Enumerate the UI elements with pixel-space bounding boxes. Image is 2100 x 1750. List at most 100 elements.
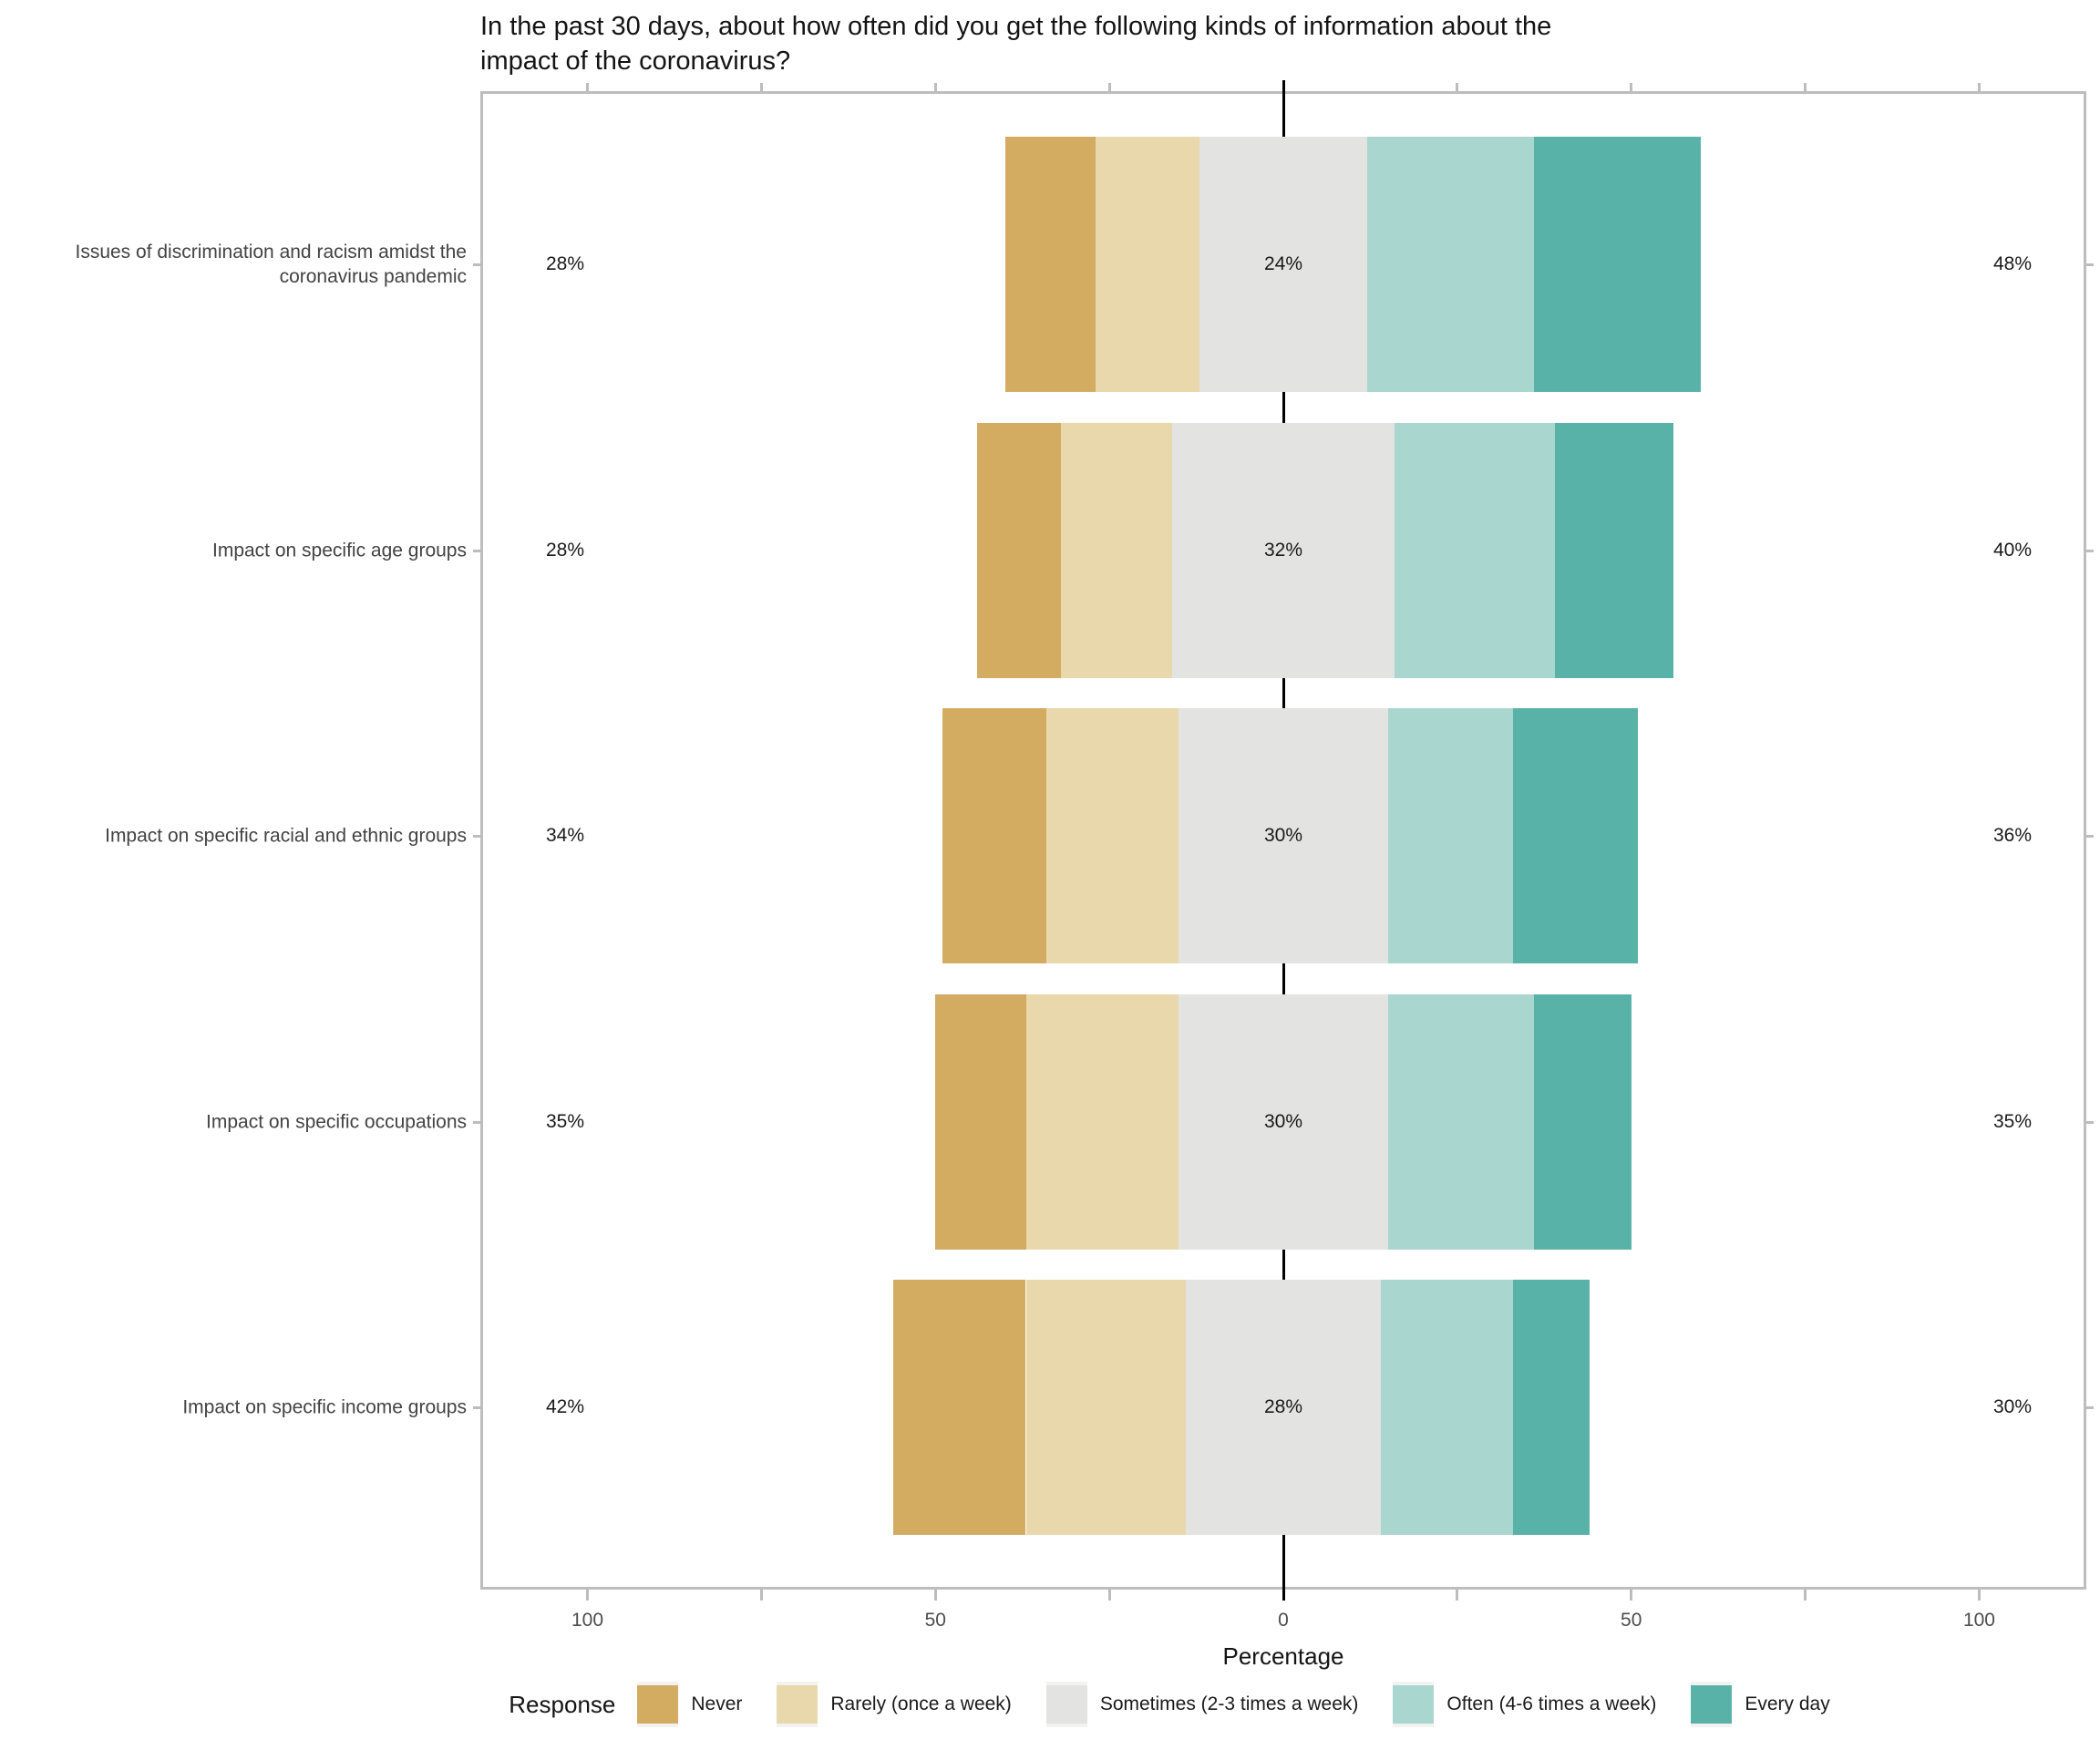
- category-label-row-3: Impact on specific racial and ethnic gro…: [105, 825, 467, 847]
- y-axis-tick-left-row-5: [473, 1405, 480, 1409]
- legend-key-background: [1393, 1682, 1435, 1727]
- x-axis-tick-label--50: 50: [924, 1610, 946, 1631]
- y-axis-tick-right-row-4: [2086, 1120, 2094, 1124]
- bar-segment-every-day-row-2: [1554, 423, 1673, 678]
- y-axis-tick-left-row-2: [473, 549, 480, 552]
- bar-segment-rarely-once-a-week-row-5: [1025, 1280, 1187, 1535]
- x-axis-tick-bottom--100: [586, 1590, 590, 1601]
- bar-segment-rarely-once-a-week-row-1: [1095, 137, 1200, 392]
- left-value-label-row-1: 28%: [545, 253, 585, 274]
- category-label-row-5: Impact on specific income groups: [182, 1396, 467, 1418]
- legend-key-often-4-6-times-a-week: Often (4-6 times a week): [1393, 1682, 1691, 1727]
- y-axis-tick-right-row-5: [2086, 1405, 2094, 1409]
- center-value-label-row-3: 30%: [1263, 825, 1303, 846]
- x-axis-tick-bottom--75: [759, 1590, 763, 1601]
- bar-segment-never-row-2: [977, 423, 1061, 678]
- legend-key-rarely-once-a-week: Rarely (once a week): [777, 1682, 1045, 1727]
- legend-key-background: [1045, 1682, 1087, 1727]
- x-axis-tick-top--25: [1107, 83, 1111, 91]
- legend: Response Never Rarely (once a week) Someti…: [273, 1681, 2100, 1728]
- chart-title: In the past 30 days, about how often did…: [480, 9, 1848, 78]
- legend-key-never: Never: [637, 1682, 777, 1727]
- y-axis-tick-right-row-2: [2086, 549, 2094, 552]
- bar-segment-often-4-6-times-a-week-row-3: [1387, 708, 1513, 963]
- legend-label-often-4-6-times-a-week: Often (4-6 times a week): [1446, 1693, 1657, 1714]
- legend-label-never: Never: [691, 1693, 743, 1714]
- legend-key-sometimes-2-3-times-a-week: Sometimes (2-3 times a week): [1045, 1682, 1394, 1727]
- y-axis-tick-left-row-4: [473, 1120, 480, 1124]
- x-axis-tick-bottom--50: [933, 1590, 937, 1601]
- x-axis-tick-top-0: [1282, 80, 1285, 94]
- x-axis-tick-top--100: [586, 83, 590, 91]
- chart-title-line-2: impact of the coronavirus?: [480, 46, 791, 76]
- right-value-label-row-1: 48%: [1992, 253, 2033, 274]
- left-value-label-row-5: 42%: [545, 1396, 585, 1417]
- center-value-label-row-2: 32%: [1263, 540, 1303, 561]
- legend-key-every-day: Every day: [1691, 1682, 1864, 1727]
- x-axis-tick-bottom-100: [1977, 1590, 1981, 1601]
- x-axis-tick-label--100: 100: [571, 1610, 604, 1631]
- x-axis-tick-top-100: [1977, 83, 1981, 91]
- bar-segment-every-day-row-4: [1533, 994, 1632, 1250]
- y-axis-tick-left-row-1: [473, 262, 480, 266]
- x-axis-title: Percentage: [1222, 1642, 1344, 1670]
- x-axis-tick-top--75: [759, 83, 763, 91]
- bar-segment-sometimes-2-3-times-a-week-row-5: [1186, 1280, 1381, 1535]
- category-label-row-2: Impact on specific age groups: [212, 540, 467, 561]
- right-value-label-row-4: 35%: [1992, 1111, 2033, 1132]
- legend-label-every-day: Every day: [1745, 1693, 1830, 1714]
- x-axis-tick-top--50: [933, 83, 937, 91]
- x-axis-tick-label-50: 50: [1621, 1610, 1642, 1631]
- bar-segment-never-row-3: [942, 708, 1047, 963]
- legend-key-background: [637, 1682, 679, 1727]
- bar-segment-rarely-once-a-week-row-3: [1046, 708, 1179, 963]
- category-label-row-4: Impact on specific occupations: [206, 1111, 467, 1133]
- center-value-label-row-4: 30%: [1263, 1111, 1303, 1132]
- y-axis-tick-right-row-3: [2086, 834, 2094, 838]
- bar-segment-never-row-1: [1004, 137, 1096, 392]
- x-axis-tick-bottom-50: [1630, 1590, 1633, 1601]
- category-label-row-1: Issues of discrimination and racism amid…: [75, 242, 467, 287]
- bar-segment-every-day-row-5: [1512, 1280, 1590, 1535]
- x-axis-tick-top-75: [1804, 83, 1807, 91]
- plot-panel: 28% 24% 48% 28% 32% 40% 34% 30% 36% 35% 30% 35% 42% 2…: [480, 91, 2086, 1590]
- bar-segment-often-4-6-times-a-week-row-1: [1366, 137, 1534, 392]
- bar-segment-sometimes-2-3-times-a-week-row-1: [1199, 137, 1367, 392]
- x-axis-tick-bottom-0: [1282, 1587, 1285, 1601]
- legend-label-sometimes-2-3-times-a-week: Sometimes (2-3 times a week): [1099, 1693, 1359, 1714]
- y-axis-tick-left-row-3: [473, 834, 480, 838]
- chart-title-line-1: In the past 30 days, about how often did…: [480, 12, 1552, 41]
- x-axis-tick-bottom-75: [1804, 1590, 1807, 1601]
- left-value-label-row-3: 34%: [545, 825, 585, 846]
- legend-swatch-never: [637, 1685, 679, 1724]
- bar-segment-never-row-4: [935, 994, 1026, 1250]
- bar-segment-rarely-once-a-week-row-4: [1025, 994, 1179, 1250]
- right-value-label-row-2: 40%: [1992, 540, 2033, 561]
- legend-swatch-sometimes-2-3-times-a-week: [1045, 1685, 1087, 1724]
- left-value-label-row-2: 28%: [545, 540, 585, 561]
- x-axis-tick-label-0: 0: [1278, 1610, 1289, 1631]
- legend-swatch-every-day: [1691, 1685, 1733, 1724]
- legend-swatch-rarely-once-a-week: [777, 1685, 818, 1724]
- legend-swatch-often-4-6-times-a-week: [1393, 1685, 1435, 1724]
- right-value-label-row-3: 36%: [1992, 825, 2033, 846]
- legend-key-background: [1691, 1682, 1733, 1727]
- bar-segment-rarely-once-a-week-row-2: [1060, 423, 1172, 678]
- center-value-label-row-5: 28%: [1263, 1396, 1303, 1417]
- x-axis-tick-bottom-25: [1456, 1590, 1459, 1601]
- bar-segment-sometimes-2-3-times-a-week-row-3: [1179, 708, 1388, 963]
- bar-segment-sometimes-2-3-times-a-week-row-2: [1171, 423, 1395, 678]
- right-value-label-row-5: 30%: [1992, 1396, 2033, 1417]
- bar-segment-sometimes-2-3-times-a-week-row-4: [1179, 994, 1388, 1250]
- y-axis-tick-right-row-1: [2086, 262, 2094, 266]
- bar-segment-every-day-row-1: [1533, 137, 1702, 392]
- bar-segment-often-4-6-times-a-week-row-4: [1387, 994, 1534, 1250]
- bar-segment-often-4-6-times-a-week-row-5: [1380, 1280, 1513, 1535]
- legend-title: Response: [509, 1690, 616, 1718]
- bar-segment-never-row-5: [893, 1280, 1026, 1535]
- x-axis-tick-top-50: [1630, 83, 1633, 91]
- legend-label-rarely-once-a-week: Rarely (once a week): [830, 1693, 1012, 1714]
- left-value-label-row-4: 35%: [545, 1111, 585, 1132]
- x-axis-tick-bottom--25: [1107, 1590, 1111, 1601]
